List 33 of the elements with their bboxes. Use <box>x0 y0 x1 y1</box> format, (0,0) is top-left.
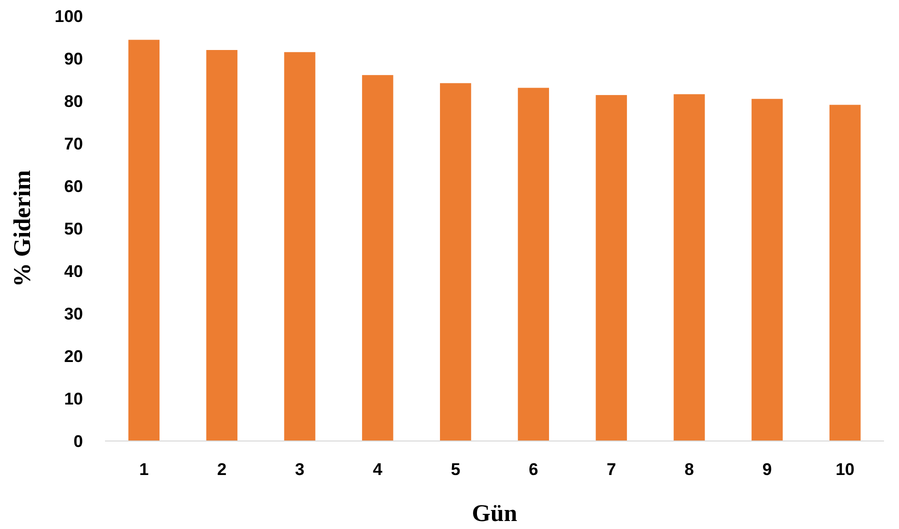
y-tick-label: 0 <box>74 432 83 451</box>
y-tick-label: 20 <box>64 346 83 366</box>
x-tick-label: 2 <box>217 460 227 479</box>
y-tick-label: 90 <box>64 49 83 68</box>
x-tick-label: 5 <box>450 460 460 479</box>
y-tick-label: 50 <box>64 219 83 238</box>
y-tick-label: 30 <box>64 304 83 324</box>
x-tick-label: 1 <box>139 460 149 479</box>
bar <box>752 98 783 441</box>
bar <box>128 40 160 441</box>
bar <box>518 88 550 441</box>
x-tick-label: 8 <box>684 460 694 479</box>
x-tick-label: 4 <box>372 460 383 479</box>
y-tick-label: 60 <box>64 176 83 196</box>
bar <box>440 83 472 441</box>
y-tick-label: 70 <box>64 134 83 154</box>
x-axis-title: Gün <box>472 501 518 527</box>
y-tick-label: 10 <box>64 389 83 408</box>
y-tick-label: 100 <box>54 6 83 26</box>
y-tick-label: 80 <box>64 92 83 111</box>
x-tick-label: 6 <box>528 460 538 479</box>
x-tick-label: 9 <box>762 460 772 479</box>
bar <box>596 95 627 441</box>
x-tick-label: 10 <box>836 460 855 479</box>
bar <box>674 94 705 441</box>
bar <box>829 104 861 441</box>
y-tick-label: 40 <box>64 262 83 281</box>
bar <box>284 52 316 441</box>
y-axis-title: % Giderim <box>10 170 36 287</box>
x-tick-label: 3 <box>295 460 304 479</box>
bar <box>206 50 238 441</box>
bar <box>362 75 394 441</box>
x-tick-label: 7 <box>606 460 616 479</box>
